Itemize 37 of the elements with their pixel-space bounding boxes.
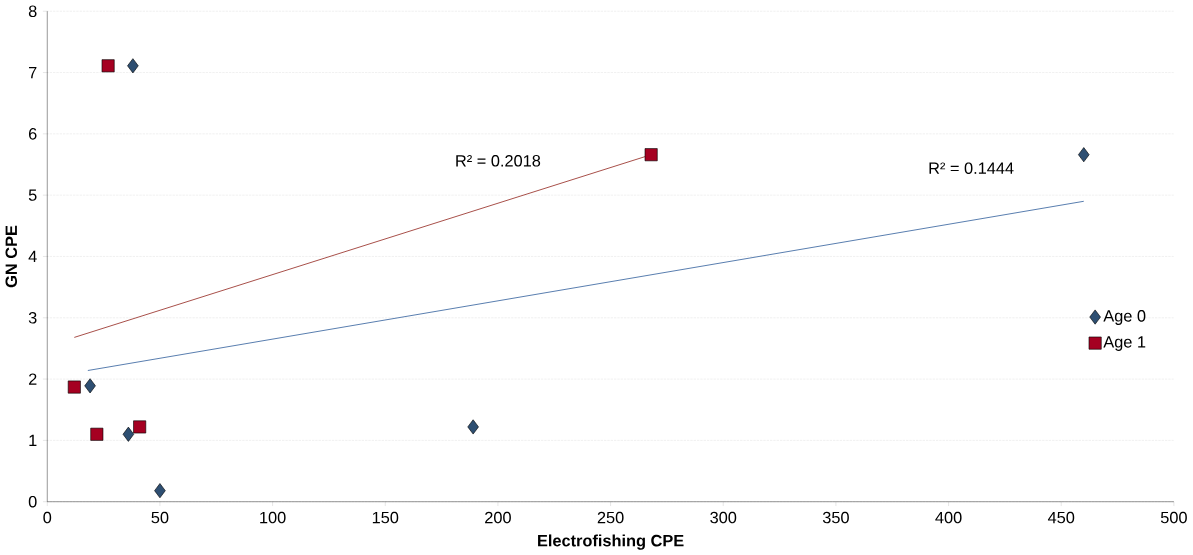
x-tick-label: 100	[260, 511, 286, 524]
point	[67, 380, 81, 394]
x-tick-label: 400	[935, 511, 962, 524]
point	[133, 420, 147, 434]
legend-label: Age 0	[1103, 310, 1146, 325]
x-tick-label: 350	[822, 511, 849, 524]
x-tick-label: 250	[597, 511, 624, 524]
x-axis-title: Electrofishing CPE	[538, 534, 684, 550]
y-tick-label: 7	[28, 66, 37, 79]
y-axis-title: GN CPE	[5, 225, 18, 288]
y-tick-label: 1	[29, 434, 37, 446]
point	[90, 427, 104, 441]
x-tick-label: 450	[1047, 511, 1075, 524]
y-tick-label: 5	[28, 189, 37, 201]
point	[84, 378, 96, 394]
x-tick-label: 200	[485, 511, 511, 524]
y-tick-label: 3	[28, 311, 37, 324]
point	[644, 148, 658, 162]
x-tick-label: 50	[151, 511, 169, 524]
point	[1078, 147, 1090, 163]
y-tick-label: 8	[28, 5, 37, 17]
x-tick-label: 500	[1160, 511, 1187, 524]
point	[122, 426, 135, 442]
x-tick-label: 150	[372, 511, 399, 524]
annotation: R² = 0.2018	[456, 154, 541, 167]
point	[154, 483, 166, 499]
y-tick-label: 0	[28, 495, 37, 508]
point	[467, 419, 479, 435]
y-tick-label: 6	[28, 127, 37, 140]
annotation: R² = 0.1444	[929, 162, 1014, 174]
y-tick-label: 4	[28, 250, 37, 262]
x-tick-label: 0	[43, 511, 52, 524]
legend-label: Age 1	[1103, 336, 1146, 351]
x-tick-label: 300	[710, 511, 737, 524]
point	[101, 59, 115, 73]
point	[127, 58, 139, 74]
y-tick-label: 2	[28, 373, 37, 385]
